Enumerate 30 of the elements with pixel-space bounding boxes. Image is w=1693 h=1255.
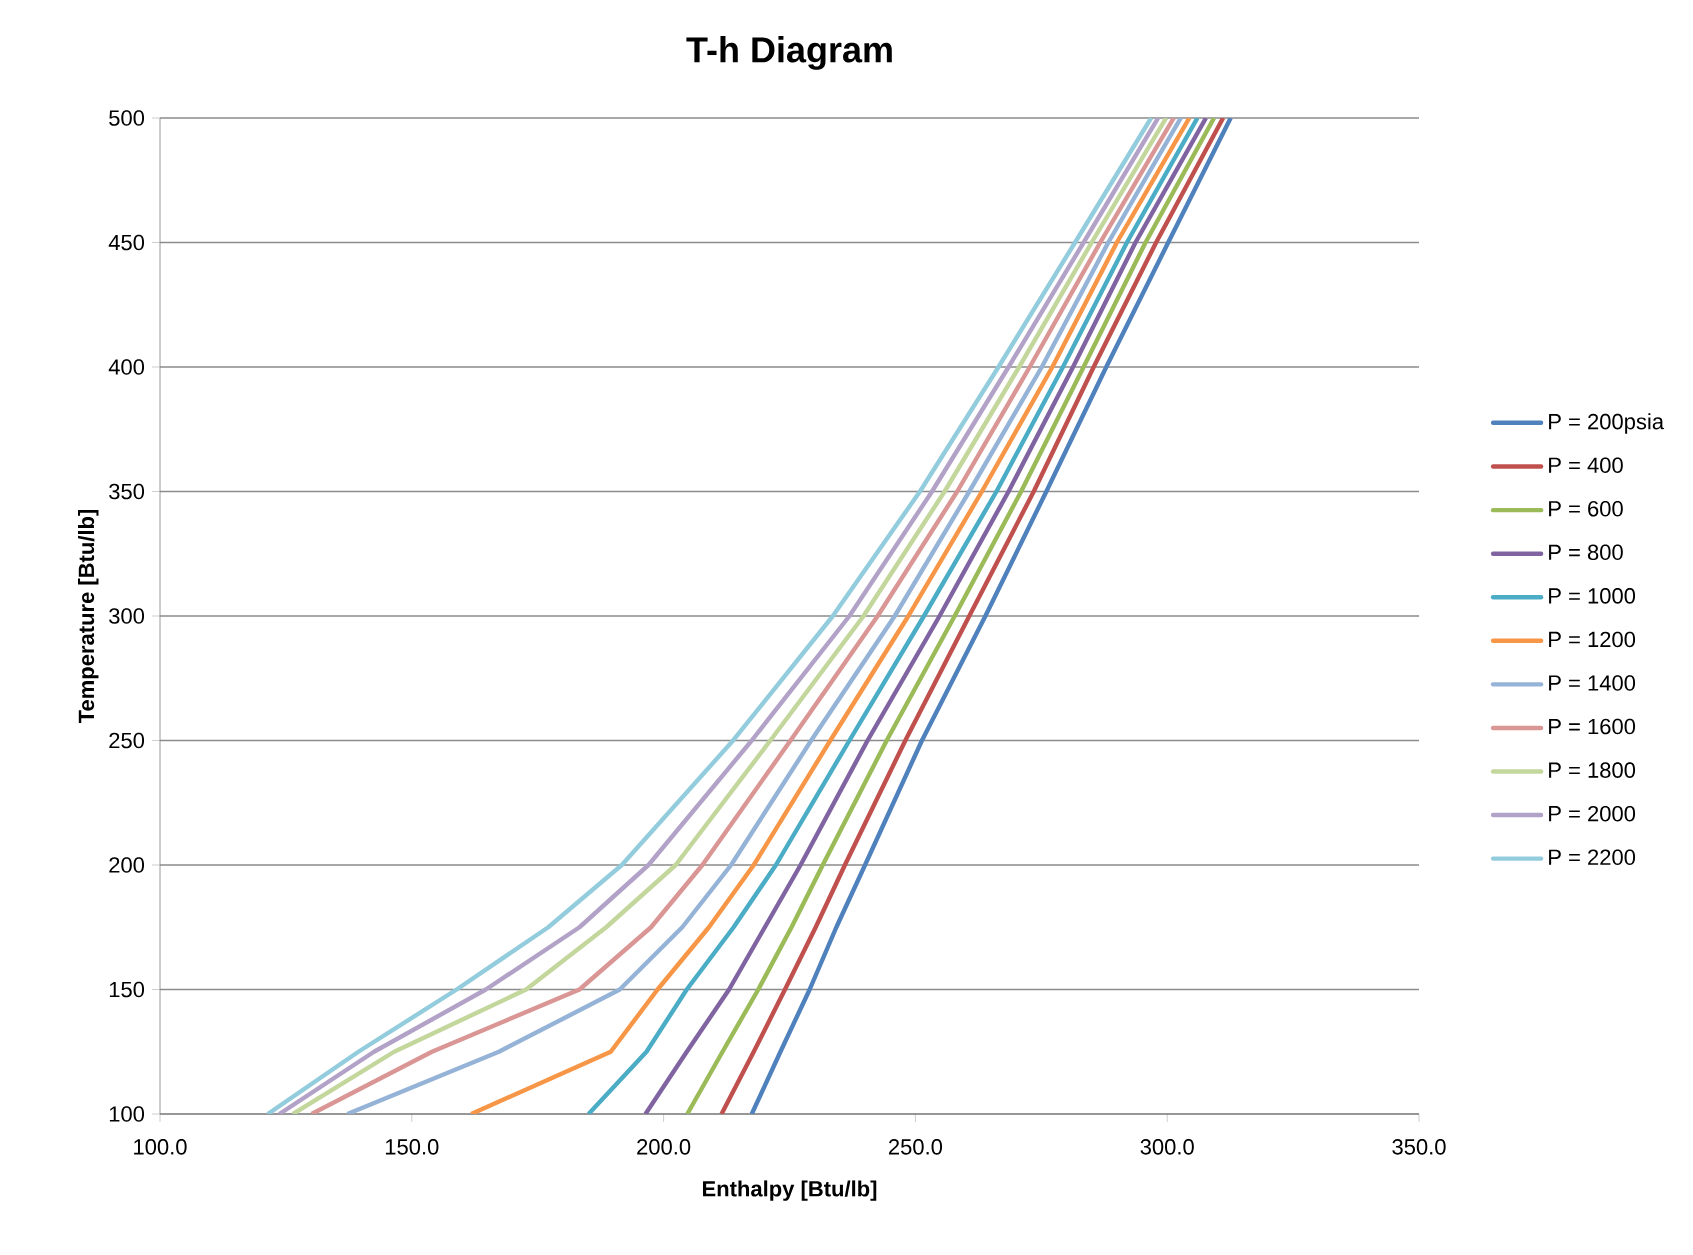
- legend-label: P = 2000: [1549, 805, 1636, 822]
- legend-label: P = 800: [1549, 544, 1623, 561]
- legend-label: P = 1400: [1549, 675, 1636, 691]
- y-tick-label: 150: [109, 981, 145, 998]
- x-tick-label: 250.0: [888, 1139, 943, 1155]
- x-tick-label: 350.0: [1392, 1139, 1446, 1155]
- y-tick-label: 200: [109, 857, 145, 873]
- y-tick-label: 100: [109, 1106, 145, 1122]
- legend-label: P = 1000: [1549, 588, 1636, 604]
- y-tick-label: 500: [109, 110, 145, 126]
- chart-title: T-h Diagram: [686, 36, 892, 70]
- y-axis-title: Temperature [Btu/lb]: [78, 509, 99, 724]
- y-tick-label: 400: [108, 359, 145, 375]
- x-tick-label: 200.0: [637, 1139, 691, 1155]
- x-tick-label: 150.0: [385, 1139, 439, 1155]
- y-tick-label: 250: [109, 732, 145, 749]
- x-tick-label: 100.0: [134, 1139, 187, 1155]
- legend-label: P = 1200: [1549, 631, 1636, 648]
- legend-label: P = 400: [1549, 457, 1623, 473]
- line-series: [469, 117, 1192, 1114]
- legend-label: P = 200psia: [1549, 413, 1665, 434]
- legend-label: P = 2200: [1549, 849, 1636, 866]
- legend-label: P = 1600: [1549, 718, 1636, 735]
- legend-label: P = 600: [1549, 500, 1623, 517]
- legend-label: P = 1800: [1549, 762, 1636, 778]
- y-tick-label: 300: [109, 608, 145, 624]
- x-tick-label: 300.0: [1140, 1139, 1194, 1155]
- x-axis-title: Enthalpy [Btu/lb]: [702, 1180, 877, 1201]
- y-tick-label: 350: [109, 483, 145, 500]
- y-tick-label: 450: [108, 234, 145, 251]
